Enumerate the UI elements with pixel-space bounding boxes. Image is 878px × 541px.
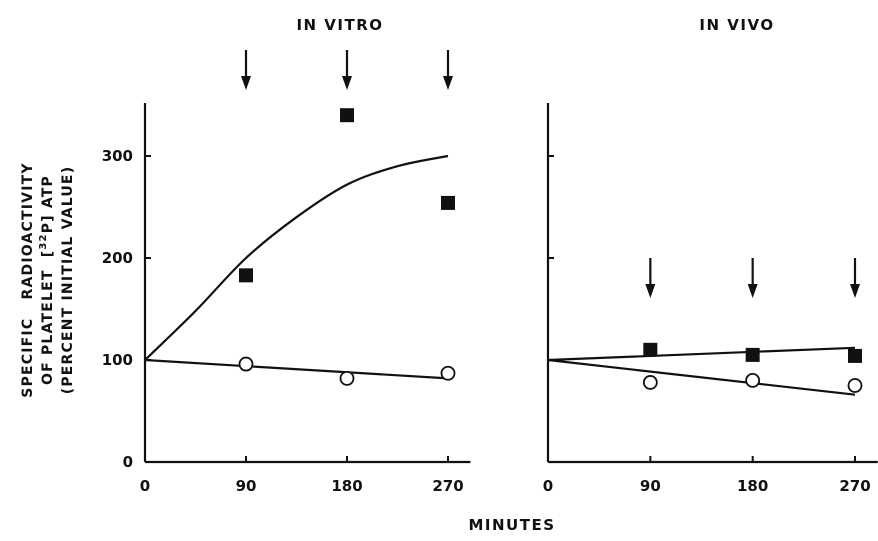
data-point-open-circle — [847, 378, 863, 393]
arrow-down-icon — [443, 76, 453, 90]
x-tick-label: 180 — [737, 477, 768, 495]
y-axis-label: SPECIFIC RADIOACTIVITY OF PLATELET [32P]… — [20, 162, 76, 397]
panel-in-vivo: 0 90 180 270 — [543, 103, 878, 495]
x-tick-label: 180 — [331, 477, 362, 495]
panel-in-vitro: 0 100 200 300 0 90 180 270 — [102, 50, 471, 495]
x-tick-label: 270 — [432, 477, 463, 495]
fit-line-2 — [144, 358, 449, 380]
data-point-filled-square — [745, 347, 760, 362]
x-tick-label: 0 — [140, 477, 150, 495]
x-tick-label: 90 — [640, 477, 661, 495]
data-point-open-circle — [745, 372, 761, 388]
x-tick-label: 0 — [543, 477, 553, 495]
data-point-open-circle — [339, 370, 355, 386]
arrow-down-icon — [241, 76, 251, 90]
fit-line-2 — [547, 358, 856, 396]
data-point-filled-square — [239, 268, 253, 283]
y-axis-label-line-3: (PERCENT INITIAL VALUE) — [60, 166, 76, 395]
data-point-filled-square — [643, 342, 658, 357]
y-axis-label-line-1: SPECIFIC RADIOACTIVITY — [20, 162, 36, 397]
arrow-down-icon — [747, 284, 758, 298]
y-tick-label: 100 — [102, 351, 133, 369]
fit-line-1 — [144, 154, 449, 361]
y-tick-label: 200 — [102, 249, 133, 267]
x-axis-label: MINUTES — [468, 516, 555, 534]
arrow-down-icon — [342, 76, 352, 90]
panel-title-in-vitro: IN VITRO — [296, 16, 383, 34]
panel-title-in-vivo: IN VIVO — [699, 16, 774, 34]
arrow-down-icon — [850, 284, 860, 298]
x-tick-label: 90 — [236, 477, 257, 495]
data-point-open-circle — [440, 365, 456, 381]
data-point-filled-square — [340, 108, 354, 123]
y-axis-label-line-2: OF PLATELET [32P] ATP — [38, 175, 56, 385]
y-tick-label: 0 — [123, 453, 133, 471]
arrow-down-icon — [645, 284, 656, 298]
x-tick-label: 270 — [839, 477, 870, 495]
data-point-open-circle — [238, 356, 254, 372]
y-tick-label: 300 — [102, 147, 133, 165]
data-point-filled-square — [441, 195, 455, 210]
data-point-filled-square — [848, 348, 862, 363]
data-point-open-circle — [642, 375, 658, 390]
fit-line-1 — [547, 346, 856, 362]
